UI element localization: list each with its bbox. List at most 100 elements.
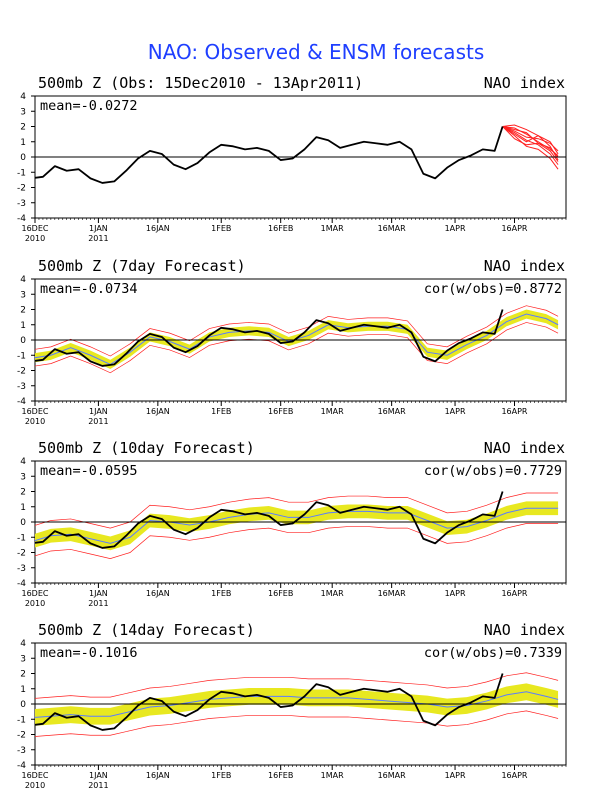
y-tick-label: -1 — [17, 533, 26, 543]
x-tick-label: 1MAR — [321, 771, 344, 780]
mean-annotation: mean=-0.0272 — [40, 98, 138, 114]
plot-area — [35, 491, 559, 559]
y-tick-label: 2 — [20, 670, 26, 680]
x-tick-year-label: 2010 — [25, 781, 45, 790]
y-tick-label: 0 — [20, 518, 26, 528]
nao-panel-3: 500mb Z (10day Forecast) NAO index -4 -3 -2 -… — [17, 439, 567, 608]
y-tick-label: 0 — [20, 700, 26, 710]
x-tick-label: 1FEB — [211, 589, 231, 598]
observed-nao-line — [35, 309, 504, 367]
nao-panel-4: 500mb Z (14day Forecast) NAO index -4 -3 -2 -… — [17, 621, 567, 790]
x-tick-year-label: 2010 — [25, 234, 45, 243]
x-tick-label: 16APR — [501, 589, 527, 598]
forecast-spread-band — [35, 501, 559, 551]
x-tick-label: 1MAR — [321, 407, 344, 416]
forecast-member-line — [502, 126, 559, 162]
panel-title: 500mb Z (14day Forecast) — [38, 621, 255, 639]
x-tick-label: 1APR — [445, 771, 466, 780]
forecast-member-line — [502, 126, 559, 170]
y-tick-label: -4 — [17, 214, 26, 224]
y-tick-label: -2 — [17, 731, 26, 741]
panel-title: 500mb Z (10day Forecast) — [38, 439, 255, 457]
y-tick-label: 3 — [20, 654, 26, 664]
ensemble-upper-envelope — [35, 672, 559, 699]
forecast-member-line — [502, 124, 559, 155]
forecast-member-line — [502, 126, 559, 165]
x-tick-year-label: 2011 — [88, 417, 108, 426]
ensemble-lower-envelope — [35, 523, 559, 559]
y-tick-label: 2 — [20, 306, 26, 316]
y-tick-label: 4 — [20, 457, 26, 467]
x-tick-label: 16APR — [501, 407, 527, 416]
plot-area — [35, 305, 559, 374]
x-tick-label: 16DEC — [22, 224, 49, 233]
plot-area — [35, 672, 559, 737]
figure-title: NAO: Observed & ENSM forecasts — [148, 40, 485, 64]
x-tick-label: 1APR — [445, 224, 466, 233]
x-tick-label: 1FEB — [211, 771, 231, 780]
x-tick-label: 16DEC — [22, 771, 49, 780]
mean-annotation: mean=-0.1016 — [40, 645, 138, 661]
x-tick-label: 1FEB — [211, 224, 231, 233]
correlation-annotation: cor(w/obs)=0.7729 — [424, 463, 562, 479]
plot-area — [35, 124, 559, 184]
y-tick-label: -3 — [17, 746, 26, 756]
y-tick-label: 3 — [20, 290, 26, 300]
y-tick-label: 3 — [20, 472, 26, 482]
y-tick-label: 2 — [20, 488, 26, 498]
panel-title: 500mb Z (7day Forecast) — [38, 257, 246, 275]
y-tick-label: -3 — [17, 564, 26, 574]
x-tick-year-label: 2011 — [88, 599, 108, 608]
x-tick-label: 16MAR — [378, 407, 407, 416]
ensemble-lower-envelope — [35, 322, 559, 374]
mean-annotation: mean=-0.0595 — [40, 463, 138, 479]
y-tick-label: 1 — [20, 138, 26, 148]
x-tick-label: 16APR — [501, 224, 527, 233]
y-tick-label: 1 — [20, 503, 26, 513]
x-tick-label: 1APR — [445, 589, 466, 598]
x-tick-label: 16FEB — [268, 589, 293, 598]
observed-nao-line — [35, 673, 504, 731]
nao-panel-2: 500mb Z (7day Forecast) NAO index -4 -3 -2 -1… — [17, 257, 567, 426]
panel-right-title: NAO index — [484, 257, 565, 275]
x-tick-label: 16APR — [501, 771, 527, 780]
y-tick-label: 0 — [20, 153, 26, 163]
panel-right-title: NAO index — [484, 74, 565, 92]
y-tick-label: 4 — [20, 275, 26, 285]
y-tick-label: -1 — [17, 351, 26, 361]
x-tick-label: 16MAR — [378, 589, 407, 598]
ensemble-lower-envelope — [35, 710, 559, 737]
y-tick-label: 3 — [20, 107, 26, 117]
x-tick-label: 1MAR — [321, 224, 344, 233]
mean-annotation: mean=-0.0734 — [40, 281, 138, 297]
ensemble-upper-envelope — [35, 492, 559, 529]
y-tick-label: -3 — [17, 382, 26, 392]
y-tick-label: -2 — [17, 549, 26, 559]
x-tick-year-label: 2011 — [88, 781, 108, 790]
y-tick-label: -4 — [17, 761, 26, 771]
x-tick-label: 1FEB — [211, 407, 231, 416]
y-tick-label: -1 — [17, 168, 26, 178]
panel-right-title: NAO index — [484, 621, 565, 639]
x-tick-label: 16JAN — [146, 407, 170, 416]
observed-nao-line — [35, 491, 504, 549]
x-tick-label: 16DEC — [22, 589, 49, 598]
x-tick-label: 16FEB — [268, 771, 293, 780]
y-tick-label: -4 — [17, 579, 26, 589]
y-tick-label: 1 — [20, 321, 26, 331]
forecast-member-line — [502, 126, 559, 161]
x-tick-label: 16JAN — [146, 589, 170, 598]
x-tick-label: 1JAN — [89, 771, 108, 780]
y-tick-label: 4 — [20, 639, 26, 649]
x-tick-label: 1JAN — [89, 407, 108, 416]
observed-nao-line — [35, 126, 504, 184]
forecast-spread-band — [35, 683, 559, 726]
y-tick-label: -3 — [17, 199, 26, 209]
x-tick-label: 16FEB — [268, 224, 293, 233]
x-tick-year-label: 2010 — [25, 599, 45, 608]
x-tick-label: 16DEC — [22, 407, 49, 416]
x-tick-label: 1JAN — [89, 589, 108, 598]
x-tick-year-label: 2010 — [25, 417, 45, 426]
ensemble-upper-envelope — [35, 305, 559, 357]
